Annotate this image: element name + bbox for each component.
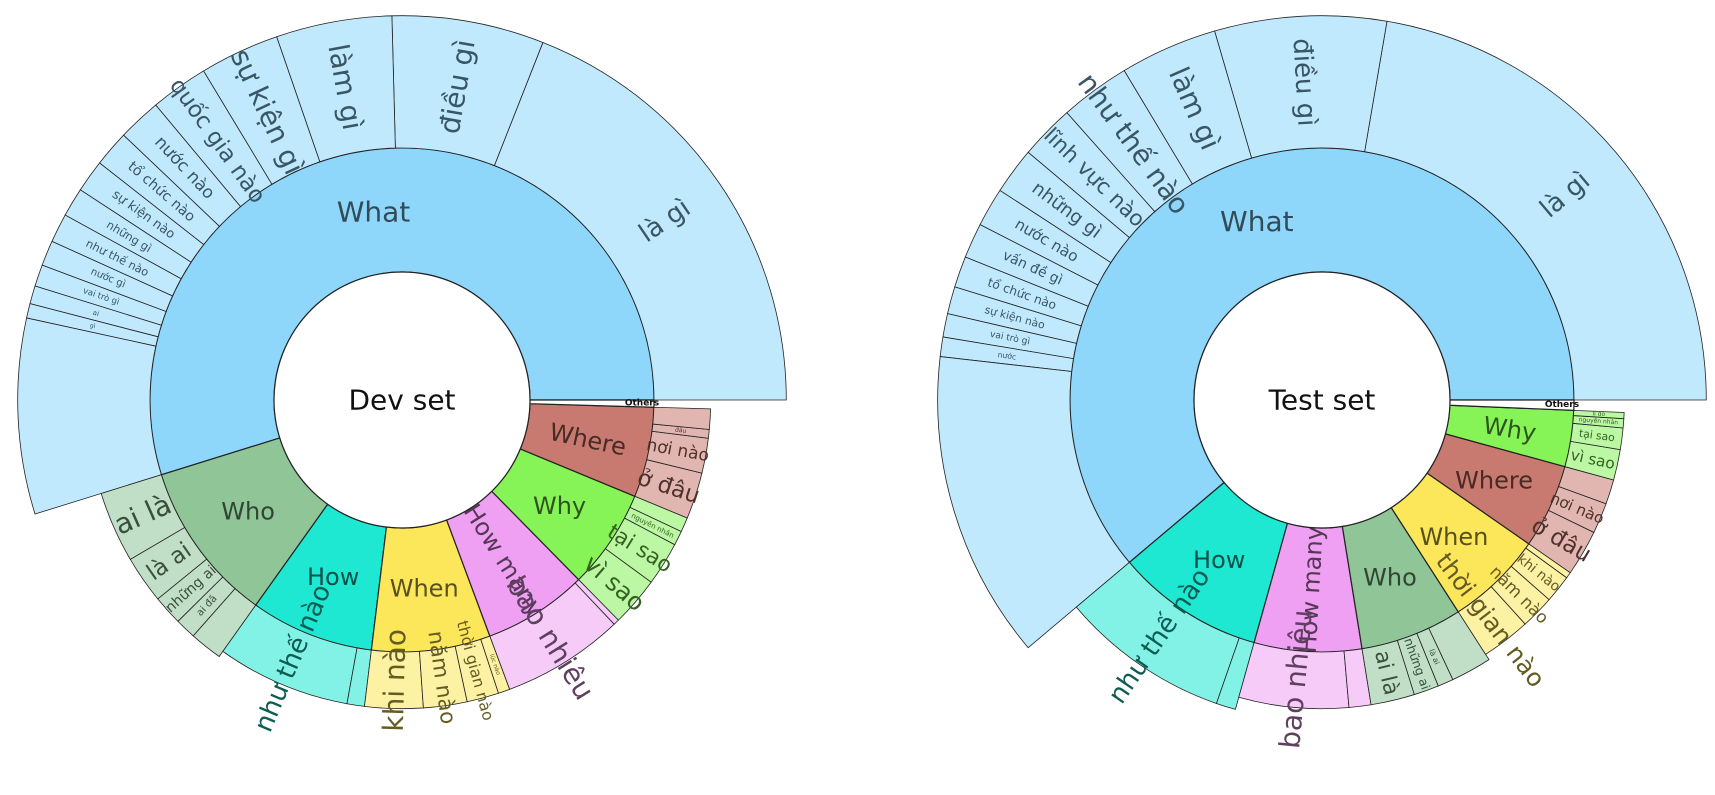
outer-label-khi-nao: khi nào <box>377 628 413 732</box>
category-label-others: Others <box>1545 400 1579 410</box>
category-label-what: What <box>1220 205 1294 238</box>
category-label-who: Who <box>1363 563 1417 591</box>
outer-segment-la-gi <box>1364 20 1707 401</box>
category-label-others: Others <box>625 398 659 408</box>
outer-label-li-do: lí do <box>1592 410 1605 418</box>
outer-label-nguyen-nhan: nguyên nhân <box>1578 416 1618 426</box>
outer-label-tai-sao: tại sao <box>1578 427 1615 445</box>
center-hole <box>273 271 531 529</box>
outer-segment-la-gi <box>493 41 787 401</box>
category-label-why: Why <box>533 492 586 520</box>
category-label-where: Where <box>1455 467 1533 495</box>
chart-title: Test set <box>1268 384 1376 417</box>
category-label-how: How <box>1193 546 1245 574</box>
category-label-how: How <box>307 563 359 591</box>
outer-label-gi: gì <box>89 322 96 330</box>
outer-label-ai: ai <box>92 308 101 318</box>
category-label-when: When <box>1419 523 1488 551</box>
outer-label-dieu-gi: điều gì <box>1287 37 1322 127</box>
outer-label-nuoc: nước <box>997 350 1017 361</box>
category-label-when: When <box>390 575 459 603</box>
outer-segment-minor <box>937 356 1130 649</box>
center-hole <box>1193 271 1451 529</box>
category-label-who: Who <box>221 497 275 525</box>
outer-segment-minor <box>17 317 162 515</box>
outer-label-dau: đâu <box>675 427 687 435</box>
category-label-what: What <box>337 196 411 229</box>
chart-title: Dev set <box>348 384 455 417</box>
